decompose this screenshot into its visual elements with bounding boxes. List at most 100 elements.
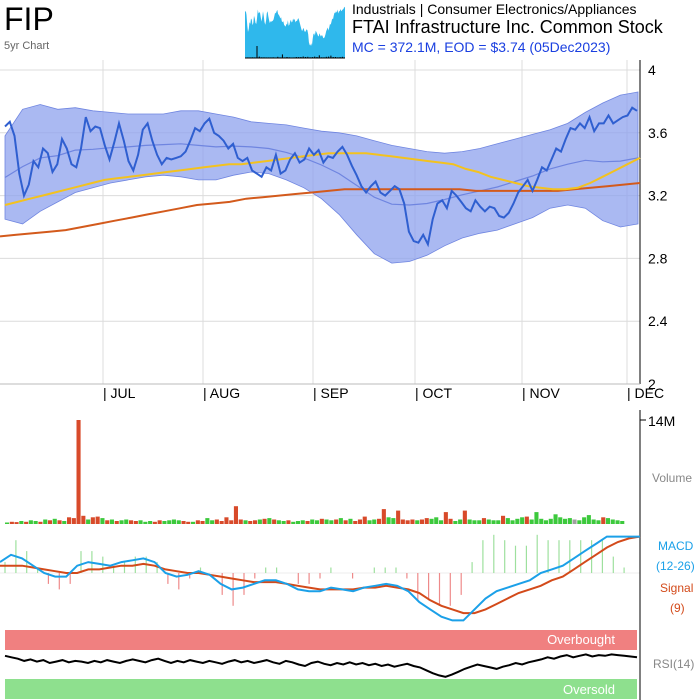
volume-bar bbox=[367, 520, 372, 524]
month-label: | NOV bbox=[522, 385, 561, 401]
volume-bar bbox=[534, 512, 539, 524]
volume-bar bbox=[195, 520, 200, 524]
volume-bar bbox=[148, 521, 153, 524]
volume-bar bbox=[443, 512, 448, 524]
volume-bar bbox=[200, 521, 205, 524]
mini-volume-bar bbox=[300, 57, 302, 58]
volume-bar bbox=[109, 519, 114, 524]
volume-bar bbox=[81, 515, 86, 524]
mini-volume-bar bbox=[286, 57, 288, 58]
month-label: | DEC bbox=[627, 385, 664, 401]
price-y-tick: 2.8 bbox=[648, 250, 668, 266]
price-y-tick: 3.6 bbox=[648, 125, 668, 141]
volume-bar bbox=[472, 520, 477, 524]
mini-volume-bar bbox=[337, 57, 339, 59]
mini-volume-bar bbox=[251, 57, 253, 59]
volume-bar bbox=[262, 518, 267, 524]
ticker-symbol: FIP bbox=[4, 1, 54, 37]
company-name: FTAI Infrastructure Inc. Common Stock bbox=[352, 17, 663, 37]
volume-bar bbox=[477, 520, 482, 524]
volume-bar bbox=[57, 520, 62, 524]
volume-bar bbox=[391, 518, 396, 524]
mini-volume-bar bbox=[277, 56, 279, 58]
mini-volume-bar bbox=[311, 57, 313, 58]
signal-label: Signal bbox=[660, 581, 693, 595]
price-y-tick: 3.2 bbox=[648, 188, 668, 204]
volume-bar bbox=[286, 520, 291, 524]
volume-bar bbox=[219, 521, 224, 524]
volume-bar bbox=[19, 521, 24, 524]
volume-bar bbox=[210, 520, 215, 524]
volume-bar bbox=[419, 519, 424, 524]
volume-bar bbox=[43, 519, 48, 524]
volume-bar bbox=[257, 519, 262, 524]
volume-bar bbox=[615, 520, 620, 524]
volume-bar bbox=[515, 518, 520, 524]
volume-bar bbox=[329, 520, 334, 524]
mini-volume-bar bbox=[321, 57, 323, 59]
volume-bar bbox=[448, 518, 453, 524]
volume-bar bbox=[267, 518, 272, 524]
volume-bar bbox=[162, 521, 167, 524]
volume-bar bbox=[33, 521, 38, 524]
oversold-label: Oversold bbox=[563, 682, 615, 697]
signal-line bbox=[0, 535, 641, 615]
mini-volume-bar bbox=[316, 57, 318, 58]
volume-bar bbox=[434, 517, 439, 524]
volume-bar bbox=[567, 518, 572, 524]
macd-line bbox=[0, 535, 640, 622]
volume-bar bbox=[601, 517, 606, 524]
volume-bar bbox=[214, 519, 219, 524]
mini-volume-bar bbox=[254, 57, 256, 58]
volume-bar bbox=[348, 518, 353, 524]
volume-bar bbox=[491, 520, 496, 524]
volume-bar bbox=[596, 520, 601, 524]
volume-bar bbox=[453, 521, 458, 524]
macd-params-label: (12-26) bbox=[656, 559, 695, 573]
volume-bar bbox=[582, 517, 587, 524]
volume-bar bbox=[458, 519, 463, 524]
volume-bar bbox=[377, 518, 382, 524]
volume-bar bbox=[272, 519, 277, 524]
mini-volume bbox=[245, 46, 345, 59]
volume-bar bbox=[281, 521, 286, 524]
price-panel: 4 3.6 3.2 2.8 2.4 2 | JUL | AUG | SEP | OCT | NOV |… bbox=[0, 60, 668, 401]
volume-bar bbox=[291, 521, 296, 524]
month-label: | SEP bbox=[313, 385, 349, 401]
mini-sparkline bbox=[245, 0, 345, 60]
mini-volume-bar bbox=[293, 57, 295, 58]
volume-bar bbox=[186, 521, 191, 524]
volume-bar bbox=[548, 518, 553, 524]
volume-bar bbox=[405, 520, 410, 524]
volume-bar bbox=[315, 520, 320, 524]
volume-bar bbox=[324, 519, 329, 524]
mini-volume-bar bbox=[344, 57, 345, 58]
oversold-zone bbox=[5, 679, 637, 699]
overbought-zone bbox=[5, 630, 637, 650]
volume-bar bbox=[481, 518, 486, 524]
signal-params-label: (9) bbox=[670, 601, 685, 615]
volume-bar bbox=[67, 517, 72, 524]
mini-volume-bar bbox=[298, 57, 300, 58]
mini-volume-bar bbox=[335, 57, 336, 58]
price-y-tick: 2.4 bbox=[648, 313, 668, 329]
volume-bar bbox=[124, 519, 129, 524]
overbought-label: Overbought bbox=[547, 632, 615, 647]
volume-bar bbox=[233, 506, 238, 524]
volume-bar bbox=[253, 520, 258, 524]
volume-bar bbox=[357, 519, 362, 524]
volume-bar bbox=[486, 519, 491, 524]
volume-bar bbox=[171, 519, 176, 524]
volume-bar bbox=[100, 518, 105, 524]
mini-volume-bar bbox=[328, 56, 330, 58]
volume-bar bbox=[386, 517, 391, 524]
volume-bar bbox=[300, 520, 305, 524]
volume-bar bbox=[605, 518, 610, 524]
month-label: | AUG bbox=[203, 385, 240, 401]
mini-volume-bar bbox=[339, 57, 341, 58]
mini-volume-bar bbox=[279, 57, 281, 58]
volume-bar bbox=[462, 510, 467, 524]
bollinger-band bbox=[4, 91, 639, 264]
mini-volume-bar bbox=[302, 56, 304, 58]
price-y-tick: 4 bbox=[648, 62, 656, 78]
